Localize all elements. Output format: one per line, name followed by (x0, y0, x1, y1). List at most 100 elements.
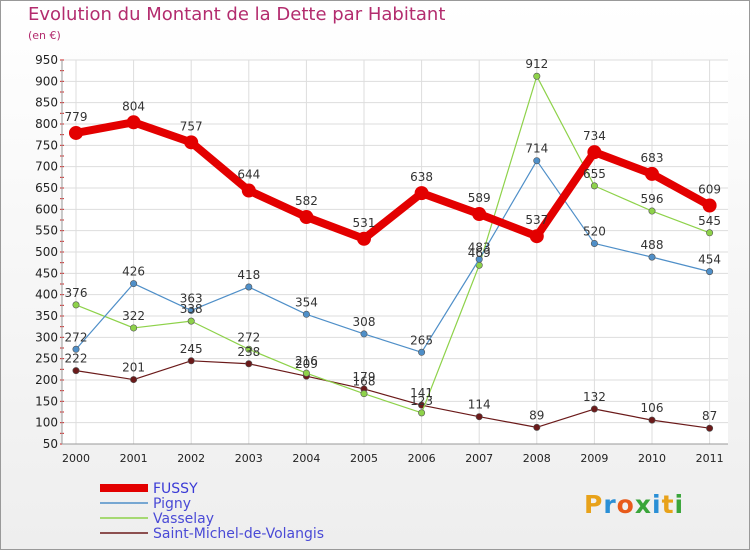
data-label: 454 (698, 253, 721, 267)
data-label: 531 (353, 216, 376, 230)
x-tick-label: 2006 (408, 452, 436, 465)
data-point (357, 231, 371, 246)
y-tick-label: 550 (35, 224, 58, 238)
data-label: 582 (295, 194, 318, 208)
data-label: 483 (468, 240, 491, 254)
grid (62, 59, 728, 445)
data-point (130, 376, 138, 384)
y-tick-label: 800 (35, 117, 58, 131)
y-tick-label: 850 (35, 96, 58, 110)
data-label: 644 (237, 168, 260, 182)
data-label: 537 (525, 213, 548, 227)
data-point (126, 115, 141, 130)
data-label: 272 (237, 330, 260, 344)
data-label: 238 (237, 345, 260, 359)
data-label: 354 (295, 295, 318, 309)
data-point (302, 369, 310, 377)
x-tick-label: 2011 (696, 452, 724, 465)
data-label: 589 (468, 191, 491, 205)
data-point (184, 135, 199, 150)
data-label: 222 (65, 352, 88, 366)
data-label: 779 (65, 110, 88, 124)
data-label: 123 (410, 394, 433, 408)
data-label: 87 (702, 409, 717, 423)
data-point (299, 210, 314, 225)
data-label: 89 (529, 408, 544, 422)
y-tick-label: 50 (43, 437, 58, 451)
data-label: 426 (122, 265, 145, 279)
data-point (241, 183, 256, 198)
x-tick-label: 2010 (638, 452, 666, 465)
data-label: 114 (468, 398, 491, 412)
series (69, 72, 717, 432)
data-label: 596 (641, 192, 664, 206)
x-tick-label: 2009 (580, 452, 608, 465)
data-label: 179 (353, 370, 376, 384)
y-tick-label: 350 (35, 309, 58, 323)
data-point (72, 345, 80, 353)
data-point (360, 390, 368, 398)
data-label: 520 (583, 224, 606, 238)
data-point (245, 345, 253, 353)
data-label: 638 (410, 170, 433, 184)
y-tick-label: 950 (35, 53, 58, 67)
data-point (418, 409, 426, 417)
legend-label: Vasselay (153, 511, 214, 527)
data-point (648, 253, 656, 261)
data-label: 168 (353, 375, 376, 389)
y-tick-label: 650 (35, 181, 58, 195)
data-point (472, 207, 487, 222)
brand-logo: Proxiti (584, 490, 685, 519)
series-line-pigny (75, 160, 710, 353)
data-label: 376 (65, 286, 88, 300)
data-label: 609 (698, 182, 721, 196)
data-point (360, 330, 368, 338)
data-label: 201 (122, 361, 145, 375)
data-label: 912 (525, 57, 548, 71)
data-label: 106 (641, 401, 664, 415)
data-point (475, 255, 483, 263)
y-tick-label: 200 (35, 373, 58, 387)
data-label: 272 (65, 330, 88, 344)
data-label: 469 (468, 246, 491, 260)
data-point (590, 405, 598, 413)
data-point (706, 424, 714, 432)
data-label: 418 (237, 268, 260, 282)
data-label: 714 (525, 142, 548, 156)
data-point (590, 182, 598, 190)
data-label: 322 (122, 309, 145, 323)
y-tick-label: 100 (35, 416, 58, 430)
data-label: 265 (410, 333, 433, 347)
y-tick-label: 250 (35, 352, 58, 366)
series-line-fussy (75, 118, 712, 243)
data-label: 308 (353, 315, 376, 329)
data-label: 757 (180, 119, 203, 133)
data-point (245, 360, 253, 368)
legend: FUSSYPignyVasselaySaint-Michel-de-Volang… (100, 481, 324, 542)
data-point (533, 423, 541, 431)
data-point (187, 306, 195, 314)
data-label: 683 (641, 151, 664, 165)
data-label: 209 (295, 357, 318, 371)
series-line-saint-michel-de-volangis (75, 360, 710, 429)
y-tick-label: 750 (35, 138, 58, 152)
y-tick-label: 600 (35, 202, 58, 216)
chart-title: Evolution du Montant de la Dette par Hab… (28, 4, 446, 25)
x-tick-label: 2005 (350, 452, 378, 465)
data-label: 545 (698, 214, 721, 228)
data-label: 216 (295, 354, 318, 368)
x-tick-label: 2007 (465, 452, 493, 465)
data-point (72, 301, 80, 309)
chart-unit: (en €) (28, 29, 61, 42)
data-point (533, 72, 541, 80)
x-tick-label: 2003 (235, 452, 263, 465)
data-point (706, 229, 714, 237)
x-tick-label: 2001 (120, 452, 148, 465)
y-tick-label: 300 (35, 330, 58, 344)
data-point (645, 166, 659, 181)
data-label: 245 (180, 342, 203, 356)
data-point (533, 157, 541, 165)
data-point (245, 283, 253, 291)
data-point (418, 348, 426, 356)
